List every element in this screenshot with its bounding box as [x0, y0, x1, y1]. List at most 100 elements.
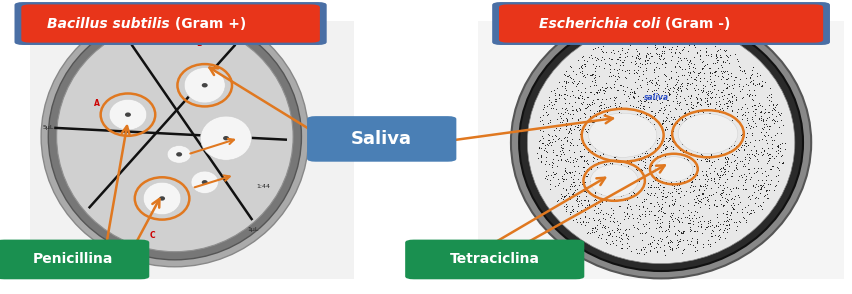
Point — [657, 119, 671, 123]
Point — [648, 83, 661, 87]
Point — [746, 77, 759, 82]
Point — [707, 138, 721, 142]
Point — [673, 125, 687, 129]
Point — [554, 142, 567, 147]
Point — [625, 40, 639, 45]
Point — [761, 146, 774, 151]
Point — [651, 238, 665, 242]
Point — [678, 143, 692, 147]
Point — [687, 197, 700, 202]
Point — [733, 159, 746, 163]
Point — [563, 170, 577, 174]
Point — [681, 241, 694, 246]
Point — [573, 153, 586, 158]
Point — [622, 140, 636, 145]
Point — [689, 195, 703, 200]
Point — [743, 211, 757, 215]
Point — [724, 128, 738, 132]
Point — [600, 173, 613, 178]
Point — [628, 46, 642, 51]
Point — [556, 142, 569, 146]
Point — [763, 167, 777, 171]
Point — [688, 244, 701, 249]
Point — [609, 56, 623, 61]
Point — [681, 213, 694, 218]
Point — [713, 69, 727, 73]
Point — [584, 72, 597, 76]
Point — [633, 105, 647, 110]
Point — [542, 123, 556, 128]
Point — [681, 94, 694, 98]
Point — [558, 105, 572, 110]
Point — [677, 123, 691, 127]
Point — [709, 133, 722, 137]
Point — [728, 94, 741, 99]
Point — [693, 141, 706, 145]
Point — [721, 156, 734, 161]
Point — [574, 96, 588, 101]
Point — [641, 155, 654, 159]
Point — [630, 40, 643, 45]
Point — [675, 66, 688, 71]
Point — [642, 154, 655, 159]
Point — [692, 102, 705, 106]
Point — [689, 116, 703, 121]
Point — [590, 90, 603, 95]
Point — [545, 160, 559, 165]
Point — [717, 186, 730, 190]
Point — [638, 230, 652, 234]
Point — [548, 139, 561, 144]
Point — [661, 176, 675, 181]
Point — [723, 209, 737, 214]
Point — [699, 183, 713, 188]
Point — [644, 208, 658, 213]
Point — [591, 123, 605, 128]
Point — [570, 58, 584, 62]
Point — [633, 158, 647, 163]
Point — [646, 126, 659, 130]
Point — [722, 98, 736, 103]
Point — [720, 209, 734, 213]
Point — [608, 133, 622, 138]
Point — [575, 70, 589, 75]
Point — [712, 144, 726, 149]
Point — [579, 205, 593, 210]
Point — [705, 229, 719, 234]
Point — [685, 69, 699, 74]
Point — [667, 50, 681, 54]
Point — [680, 153, 694, 158]
Point — [746, 64, 759, 69]
Point — [623, 90, 636, 95]
Point — [574, 222, 588, 226]
Point — [746, 153, 760, 158]
Point — [730, 193, 744, 198]
Point — [665, 246, 678, 251]
Point — [615, 168, 629, 172]
Point — [629, 104, 642, 109]
Point — [718, 86, 732, 90]
Point — [568, 121, 582, 126]
Point — [536, 103, 550, 108]
Point — [583, 83, 596, 88]
Point — [533, 159, 547, 164]
Point — [678, 148, 692, 153]
Point — [699, 178, 713, 183]
Point — [722, 126, 735, 131]
Point — [649, 250, 663, 254]
Point — [657, 44, 671, 49]
Point — [591, 108, 605, 113]
Point — [688, 78, 701, 82]
Point — [653, 138, 667, 143]
Ellipse shape — [527, 21, 794, 264]
Point — [676, 178, 690, 183]
Point — [682, 173, 695, 178]
Point — [665, 121, 678, 126]
Point — [721, 104, 734, 109]
Point — [648, 88, 662, 93]
Point — [621, 216, 635, 220]
Point — [644, 79, 658, 84]
Point — [740, 109, 754, 114]
Point — [655, 210, 669, 215]
Point — [682, 43, 695, 48]
Point — [598, 184, 612, 189]
